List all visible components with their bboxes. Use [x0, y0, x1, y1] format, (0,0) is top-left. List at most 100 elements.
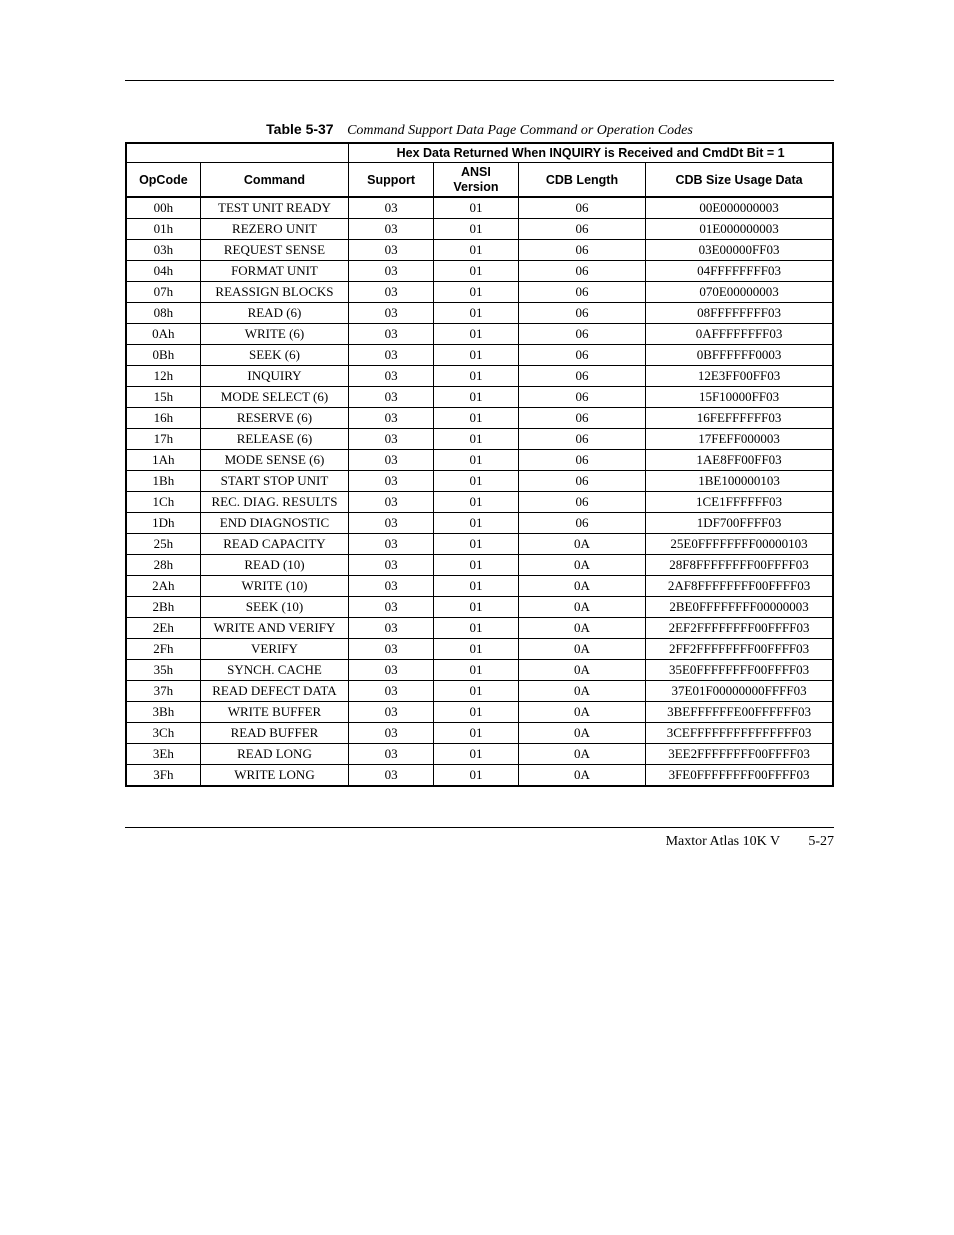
cell-command: WRITE (10): [200, 576, 348, 597]
cell-support: 03: [349, 261, 434, 282]
cell-cdb-length: 0A: [518, 765, 645, 787]
cell-opcode: 17h: [126, 429, 200, 450]
cell-command: RESERVE (6): [200, 408, 348, 429]
cell-cdb-length: 0A: [518, 555, 645, 576]
cell-usage: 17FEFF000003: [646, 429, 833, 450]
cell-usage: 070E00000003: [646, 282, 833, 303]
cell-usage: 0AFFFFFFFF03: [646, 324, 833, 345]
col-command: Command: [200, 163, 348, 197]
table-super-header-row: Hex Data Returned When INQUIRY is Receiv…: [126, 143, 833, 163]
cell-support: 03: [349, 240, 434, 261]
cell-ansi: 01: [434, 408, 519, 429]
cell-opcode: 1Dh: [126, 513, 200, 534]
cell-cdb-length: 06: [518, 219, 645, 240]
table-caption: Table 5-37 Command Support Data Page Com…: [125, 121, 834, 139]
cell-ansi: 01: [434, 282, 519, 303]
cell-cdb-length: 0A: [518, 723, 645, 744]
cell-command: SEEK (6): [200, 345, 348, 366]
cell-ansi: 01: [434, 534, 519, 555]
table-row: 1ChREC. DIAG. RESULTS0301061CE1FFFFFF03: [126, 492, 833, 513]
cell-support: 03: [349, 723, 434, 744]
cell-usage: 1BE100000103: [646, 471, 833, 492]
col-usage: CDB Size Usage Data: [646, 163, 833, 197]
cell-ansi: 01: [434, 261, 519, 282]
cell-command: WRITE BUFFER: [200, 702, 348, 723]
cell-ansi: 01: [434, 345, 519, 366]
cell-command: READ (6): [200, 303, 348, 324]
cell-support: 03: [349, 471, 434, 492]
cell-usage: 12E3FF00FF03: [646, 366, 833, 387]
col-cdb-length: CDB Length: [518, 163, 645, 197]
cell-opcode: 12h: [126, 366, 200, 387]
cell-support: 03: [349, 197, 434, 219]
cell-cdb-length: 06: [518, 345, 645, 366]
cell-opcode: 2Eh: [126, 618, 200, 639]
cell-cdb-length: 06: [518, 282, 645, 303]
cell-ansi: 01: [434, 240, 519, 261]
cell-opcode: 28h: [126, 555, 200, 576]
cell-support: 03: [349, 681, 434, 702]
cell-support: 03: [349, 366, 434, 387]
cell-opcode: 3Bh: [126, 702, 200, 723]
col-support: Support: [349, 163, 434, 197]
page: Table 5-37 Command Support Data Page Com…: [0, 0, 954, 1235]
cell-ansi: 01: [434, 324, 519, 345]
cell-ansi: 01: [434, 639, 519, 660]
cell-cdb-length: 0A: [518, 597, 645, 618]
cell-usage: 3CEFFFFFFFFFFFFFFF03: [646, 723, 833, 744]
cell-cdb-length: 06: [518, 429, 645, 450]
cell-ansi: 01: [434, 744, 519, 765]
cell-support: 03: [349, 702, 434, 723]
cell-opcode: 1Bh: [126, 471, 200, 492]
table-row: 0BhSEEK (6)0301060BFFFFFF0003: [126, 345, 833, 366]
table-title: Command Support Data Page Command or Ope…: [347, 123, 693, 138]
table-row: 2FhVERIFY03010A2FF2FFFFFFFF00FFFF03: [126, 639, 833, 660]
cell-ansi: 01: [434, 576, 519, 597]
cell-support: 03: [349, 618, 434, 639]
cell-ansi: 01: [434, 660, 519, 681]
table-row: 08hREAD (6)03010608FFFFFFFF03: [126, 303, 833, 324]
cell-ansi: 01: [434, 219, 519, 240]
table-row: 0AhWRITE (6)0301060AFFFFFFFF03: [126, 324, 833, 345]
cell-command: READ (10): [200, 555, 348, 576]
cell-command: MODE SENSE (6): [200, 450, 348, 471]
cell-usage: 35E0FFFFFFFF00FFFF03: [646, 660, 833, 681]
table-header-spanning: Hex Data Returned When INQUIRY is Receiv…: [349, 143, 833, 163]
bottom-horizontal-rule: [125, 827, 834, 828]
cell-command: READ BUFFER: [200, 723, 348, 744]
table-row: 1AhMODE SENSE (6)0301061AE8FF00FF03: [126, 450, 833, 471]
cell-support: 03: [349, 534, 434, 555]
cell-support: 03: [349, 324, 434, 345]
table-row: 3ChREAD BUFFER03010A3CEFFFFFFFFFFFFFFF03: [126, 723, 833, 744]
cell-ansi: 01: [434, 555, 519, 576]
cell-command: TEST UNIT READY: [200, 197, 348, 219]
cell-ansi: 01: [434, 471, 519, 492]
cell-opcode: 04h: [126, 261, 200, 282]
cell-command: INQUIRY: [200, 366, 348, 387]
cell-opcode: 3Eh: [126, 744, 200, 765]
cell-command: REQUEST SENSE: [200, 240, 348, 261]
cell-usage: 0BFFFFFF0003: [646, 345, 833, 366]
cell-support: 03: [349, 429, 434, 450]
cell-support: 03: [349, 744, 434, 765]
cell-command: READ DEFECT DATA: [200, 681, 348, 702]
cell-support: 03: [349, 597, 434, 618]
cell-opcode: 2Fh: [126, 639, 200, 660]
cell-usage: 1CE1FFFFFF03: [646, 492, 833, 513]
cell-support: 03: [349, 492, 434, 513]
cell-command: REASSIGN BLOCKS: [200, 282, 348, 303]
cell-usage: 2EF2FFFFFFFF00FFFF03: [646, 618, 833, 639]
cell-cdb-length: 06: [518, 387, 645, 408]
cell-ansi: 01: [434, 387, 519, 408]
cell-command: FORMAT UNIT: [200, 261, 348, 282]
cell-opcode: 1Ch: [126, 492, 200, 513]
cell-command: READ LONG: [200, 744, 348, 765]
cell-command: WRITE LONG: [200, 765, 348, 787]
cell-support: 03: [349, 765, 434, 787]
cell-usage: 01E000000003: [646, 219, 833, 240]
cell-usage: 2BE0FFFFFFFF00000003: [646, 597, 833, 618]
cell-ansi: 01: [434, 303, 519, 324]
cell-opcode: 37h: [126, 681, 200, 702]
cell-command: WRITE AND VERIFY: [200, 618, 348, 639]
table-row: 2EhWRITE AND VERIFY03010A2EF2FFFFFFFF00F…: [126, 618, 833, 639]
